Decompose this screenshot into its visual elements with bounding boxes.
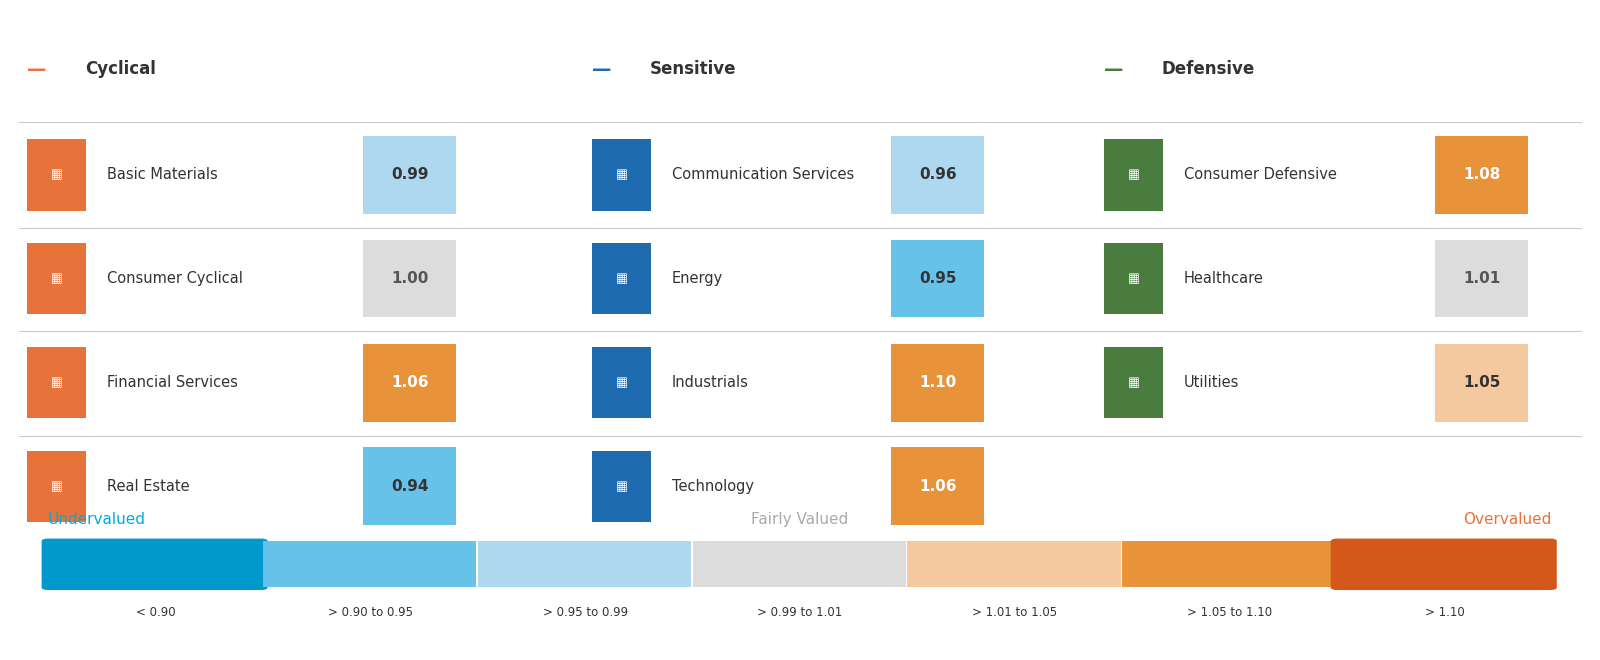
Text: > 1.01 to 1.05: > 1.01 to 1.05	[973, 606, 1058, 619]
Bar	[27, 347, 86, 418]
Text: > 0.95 to 0.99: > 0.95 to 0.99	[542, 606, 627, 619]
Text: ▦: ▦	[51, 480, 62, 493]
Bar	[478, 541, 691, 587]
Text: Real Estate: Real Estate	[107, 479, 190, 494]
Text: Financial Services: Financial Services	[107, 376, 238, 390]
Text: 1.08: 1.08	[1462, 168, 1501, 182]
Text: 1.10: 1.10	[918, 376, 957, 390]
Bar	[891, 240, 984, 317]
Bar	[1104, 347, 1163, 418]
Bar	[592, 243, 651, 314]
Text: 1.05: 1.05	[1462, 376, 1501, 390]
Text: > 1.10: > 1.10	[1424, 606, 1464, 619]
FancyBboxPatch shape	[1331, 539, 1557, 590]
Text: ▦: ▦	[51, 168, 62, 182]
Bar	[1122, 541, 1336, 587]
Bar	[693, 541, 906, 587]
Text: Defensive: Defensive	[1162, 60, 1254, 79]
Text: ▦: ▦	[51, 376, 62, 389]
Bar	[1104, 243, 1163, 314]
Text: Communication Services: Communication Services	[672, 168, 854, 182]
Text: ▦: ▦	[616, 168, 627, 182]
Text: Basic Materials: Basic Materials	[107, 168, 218, 182]
Bar	[592, 451, 651, 522]
Text: 1.00: 1.00	[390, 271, 429, 286]
Text: > 0.99 to 1.01: > 0.99 to 1.01	[757, 606, 843, 619]
Bar	[592, 139, 651, 211]
Text: < 0.90: < 0.90	[136, 606, 176, 619]
Bar	[363, 136, 456, 214]
Text: Consumer Defensive: Consumer Defensive	[1184, 168, 1338, 182]
Text: Industrials: Industrials	[672, 376, 749, 390]
Text: ▦: ▦	[616, 272, 627, 285]
Bar	[891, 344, 984, 422]
Text: Healthcare: Healthcare	[1184, 271, 1264, 286]
Text: Consumer Cyclical: Consumer Cyclical	[107, 271, 243, 286]
Text: Overvalued: Overvalued	[1464, 512, 1552, 527]
Bar	[1435, 136, 1528, 214]
Text: 1.06: 1.06	[390, 376, 429, 390]
Text: 1.01: 1.01	[1462, 271, 1501, 286]
Bar	[363, 344, 456, 422]
Text: Energy: Energy	[672, 271, 723, 286]
Bar	[27, 139, 86, 211]
Text: Utilities: Utilities	[1184, 376, 1240, 390]
Text: Fairly Valued: Fairly Valued	[752, 512, 848, 527]
Text: 0.99: 0.99	[390, 168, 429, 182]
Text: ▦: ▦	[616, 376, 627, 389]
Text: Cyclical: Cyclical	[85, 60, 155, 79]
Bar	[1435, 344, 1528, 422]
Bar	[363, 447, 456, 525]
Bar	[363, 240, 456, 317]
Text: 1.06: 1.06	[918, 479, 957, 494]
Text: Technology: Technology	[672, 479, 754, 494]
Bar	[262, 541, 477, 587]
Bar	[1435, 240, 1528, 317]
Text: —: —	[27, 60, 46, 79]
Text: ▦: ▦	[616, 480, 627, 493]
Text: 0.96: 0.96	[918, 168, 957, 182]
Text: ▦: ▦	[1128, 272, 1139, 285]
Text: Undervalued: Undervalued	[48, 512, 146, 527]
Text: ▦: ▦	[1128, 168, 1139, 182]
Text: ▦: ▦	[51, 272, 62, 285]
Bar	[592, 347, 651, 418]
Text: —: —	[592, 60, 611, 79]
Text: 0.94: 0.94	[390, 479, 429, 494]
Text: Sensitive: Sensitive	[650, 60, 736, 79]
Bar	[891, 136, 984, 214]
Bar	[27, 451, 86, 522]
Bar	[1104, 139, 1163, 211]
FancyBboxPatch shape	[42, 539, 267, 590]
Text: > 0.90 to 0.95: > 0.90 to 0.95	[328, 606, 413, 619]
Bar	[907, 541, 1120, 587]
Bar	[27, 243, 86, 314]
Text: —: —	[1104, 60, 1123, 79]
Text: ▦: ▦	[1128, 376, 1139, 389]
Text: 0.95: 0.95	[918, 271, 957, 286]
Text: > 1.05 to 1.10: > 1.05 to 1.10	[1187, 606, 1272, 619]
Bar	[891, 447, 984, 525]
